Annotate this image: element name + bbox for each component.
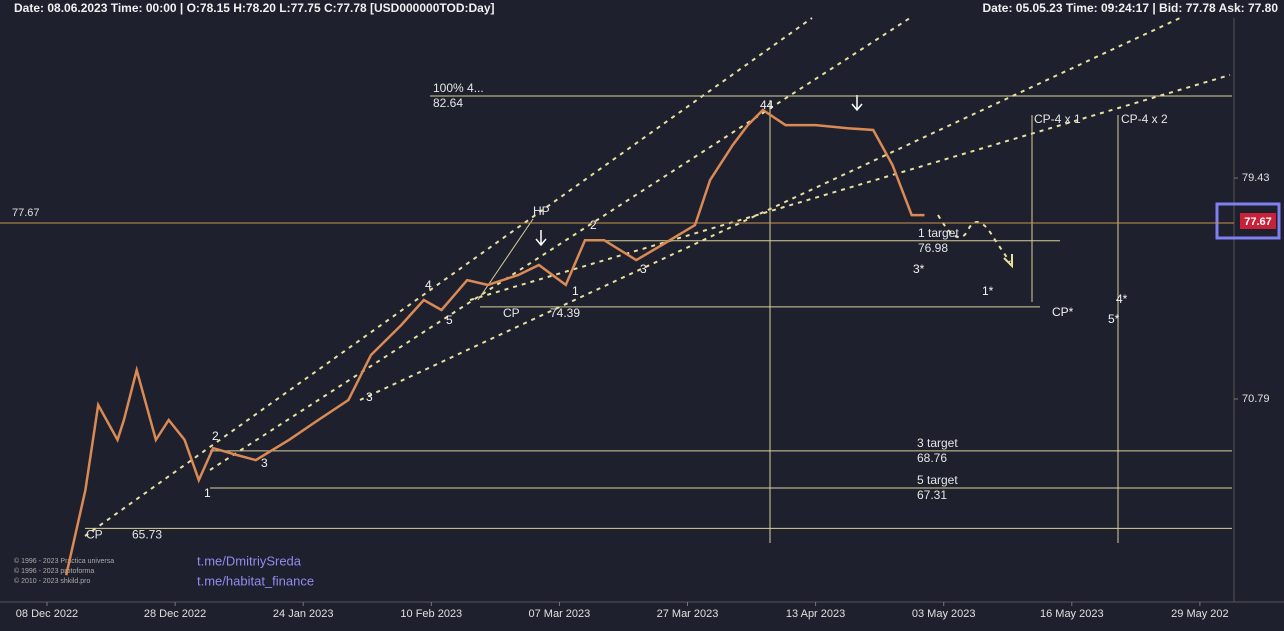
wave-label: 3*: [913, 262, 925, 276]
x-tick-label: 08 Dec 2022: [16, 608, 78, 620]
level-label: CP: [86, 528, 103, 542]
copyright: © 2010 - 2023 shkild.pro: [14, 577, 90, 585]
wave-label: CP*: [1052, 305, 1074, 319]
copyright: © 1996 - 2023 Practica universa: [14, 557, 114, 565]
wave-label: 1: [572, 284, 579, 298]
x-tick-label: 28 Dec 2022: [144, 608, 206, 620]
wave-label: 2: [590, 218, 597, 232]
channel-line: [469, 74, 1231, 301]
level-label: 100% 4...: [433, 81, 484, 95]
level-value: 82.64: [433, 96, 463, 110]
wave-label: 1: [204, 486, 211, 500]
arrow: [535, 230, 547, 247]
annotation: CP-4 x 2: [1121, 112, 1168, 126]
y-tick-label: 79.43: [1242, 172, 1270, 184]
level-value: 65.73: [132, 528, 162, 542]
x-tick-label: 03 May 2023: [912, 608, 976, 620]
wave-label: 5*: [1108, 312, 1120, 326]
channel-line: [209, 17, 911, 471]
level-label: 3 target: [917, 436, 958, 450]
link: t.me/DmitriySreda: [197, 553, 302, 568]
level-value: 67.31: [917, 488, 947, 502]
level-label: 1 target: [918, 226, 959, 240]
wave-label: 3: [366, 390, 373, 404]
hp-line: [477, 218, 534, 301]
price-line-label: 77.67: [12, 207, 40, 219]
level-label: CP: [503, 306, 520, 320]
level-value: 74.39: [550, 306, 580, 320]
x-tick-label: 27 Mar 2023: [657, 608, 719, 620]
level-value: 68.76: [917, 451, 947, 465]
wave-label: 3: [640, 262, 647, 276]
annotation: CP-4 x 1: [1034, 112, 1081, 126]
wave-label: 5: [446, 313, 453, 327]
wave-label: 2: [212, 429, 219, 443]
x-tick-label: 10 Feb 2023: [400, 608, 462, 620]
price-highlight: [1215, 202, 1281, 240]
level-value: 76.98: [918, 241, 948, 255]
wave-label: 4: [425, 278, 432, 292]
x-tick-label: 13 Apr 2023: [786, 608, 845, 620]
forecast-arrowhead: [1003, 254, 1013, 269]
arrow: [851, 95, 863, 112]
y-tick-label: 70.79: [1242, 393, 1270, 405]
link: t.me/habitat_finance: [197, 573, 314, 588]
copyright: © 1996 - 2023 protoforma: [14, 567, 94, 575]
wave-label: 4*: [1116, 292, 1128, 306]
annotation: HP: [533, 204, 550, 218]
x-tick-label: 16 May 2023: [1040, 608, 1104, 620]
x-tick-label: 29 May 202: [1171, 608, 1228, 620]
price-tag: [1240, 213, 1276, 229]
header-left: Date: 08.06.2023 Time: 00:00 | O:78.15 H…: [14, 1, 495, 15]
x-tick-label: 24 Jan 2023: [273, 608, 334, 620]
wave-label: 1*: [982, 284, 994, 298]
header-right: Date: 05.05.23 Time: 09:24:17 | Bid: 77.…: [982, 1, 1278, 15]
wave-label: 3: [261, 456, 268, 470]
forecast-arrow: [937, 214, 1011, 263]
wave-label: 44: [760, 98, 774, 112]
price-tag-label: 77.67: [1244, 216, 1272, 228]
x-tick-label: 07 Mar 2023: [529, 608, 591, 620]
level-label: 5 target: [917, 473, 958, 487]
price-line-series: [64, 108, 925, 576]
